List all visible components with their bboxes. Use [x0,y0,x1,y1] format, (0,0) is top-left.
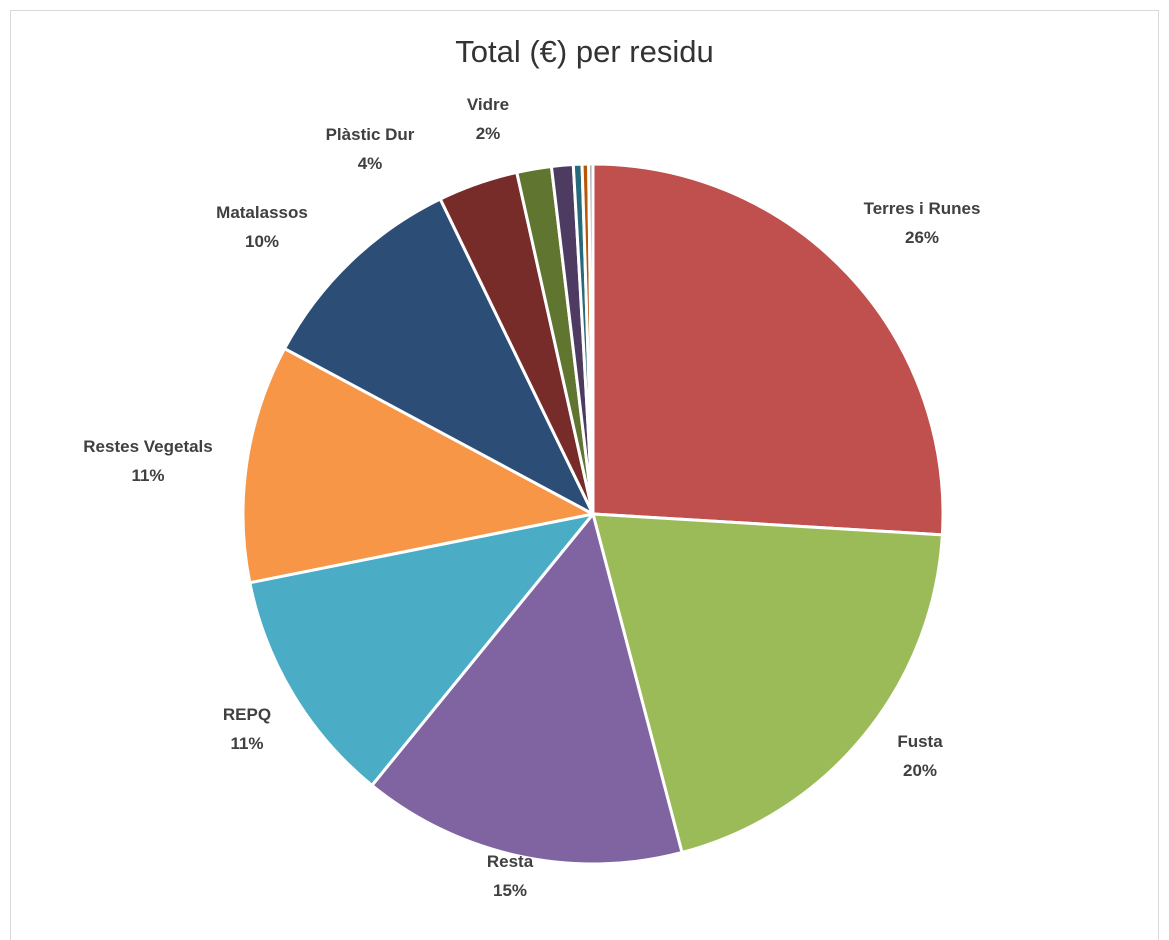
pie-slice-resta [370,512,684,866]
data-label-percent: 26% [905,228,939,247]
data-label-name: Terres i Runes [864,199,981,218]
data-label-resta: Resta 15% [487,852,534,900]
pie-slice-terres-i-runes [591,162,945,537]
data-label-fusta: Fusta 20% [897,732,943,780]
data-label-percent: 11% [131,466,164,485]
data-label-name: Resta [487,852,534,871]
pie-slice-matalassos [283,197,595,516]
data-label-percent: 15% [493,881,527,900]
pie-data-labels: Terres i Runes 26% Fusta 20% Resta 15% REPQ 11%… [83,95,980,900]
pie-slices [241,162,945,866]
data-label-percent: 20% [903,761,937,780]
pie-slice-minor-11 [587,162,595,516]
data-label-plastic-dur: Plàstic Dur 4% [326,125,415,173]
data-label-name: Matalassos [216,203,308,222]
chart-title: Total (€) per residu [455,34,714,69]
data-label-percent: 4% [358,154,383,173]
data-label-matalassos: Matalassos 10% [216,203,308,251]
data-label-name: REPQ [223,705,271,724]
data-label-terres-i-runes: Terres i Runes 26% [864,199,981,247]
pie-slice-restes-vegetals [241,347,595,585]
pie-slice-fusta [591,512,944,854]
pie-slice-repq [248,512,595,787]
data-label-restes-vegetals: Restes Vegetals 11% [83,437,212,485]
data-label-name: Fusta [897,732,943,751]
data-label-percent: 2% [476,124,501,143]
data-label-percent: 11% [230,734,263,753]
data-label-name: Plàstic Dur [326,125,415,144]
data-label-repq: REPQ 11% [223,705,271,753]
data-label-percent: 10% [245,232,279,251]
data-label-name: Vidre [467,95,509,114]
data-label-vidre: Vidre 2% [467,95,509,143]
data-label-name: Restes Vegetals [83,437,212,456]
